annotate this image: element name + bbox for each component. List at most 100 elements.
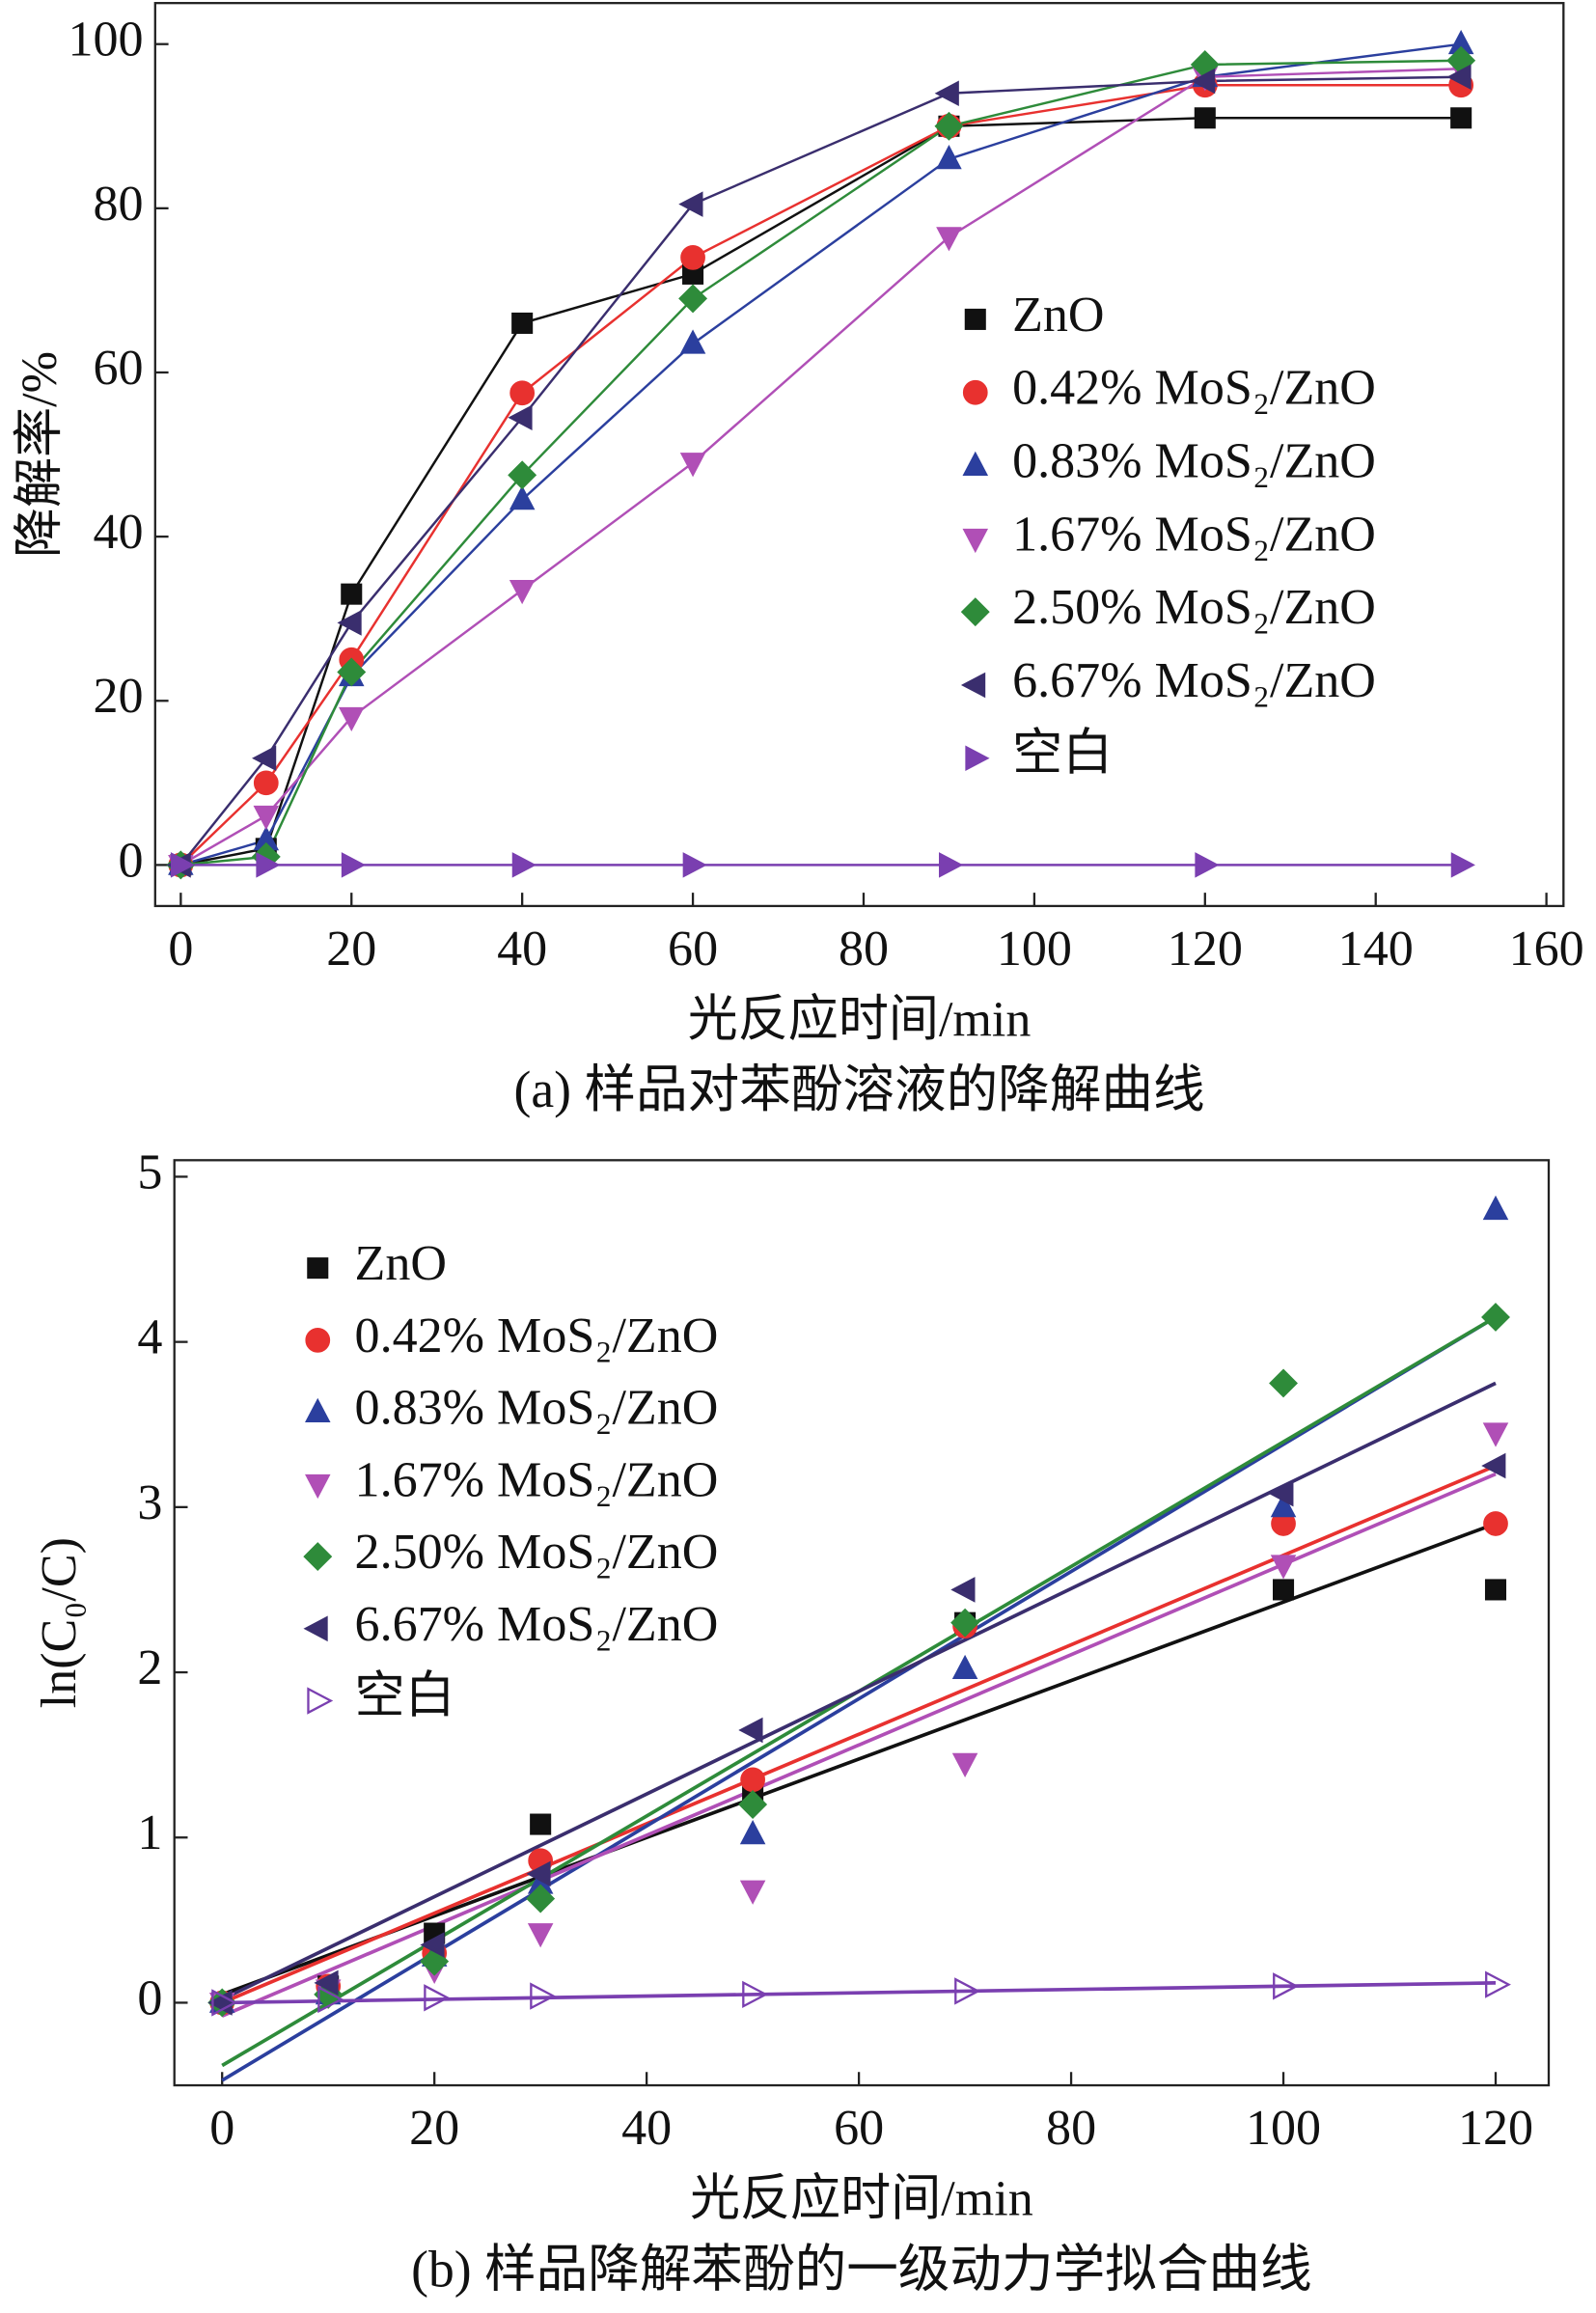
series-line <box>179 84 1462 867</box>
x-tick-label: 80 <box>1046 2101 1096 2156</box>
marker <box>508 404 533 431</box>
marker <box>1483 1511 1508 1536</box>
marker <box>679 453 706 478</box>
y-tick-label: 4 <box>137 1310 162 1365</box>
x-tick-label: 0 <box>209 2101 234 2156</box>
marker <box>738 1790 768 1819</box>
fit-line <box>221 1381 1497 2001</box>
series-line <box>180 117 1462 867</box>
legend-marker <box>965 745 990 772</box>
marker <box>1269 1480 1294 1507</box>
marker <box>508 460 537 490</box>
marker <box>740 1767 765 1793</box>
legend-marker <box>307 1687 334 1715</box>
y-tick-label: 20 <box>93 669 143 724</box>
x-tick-label: 80 <box>839 922 889 977</box>
legend-label: 0.83% MoS₂/ZnO <box>1012 433 1376 488</box>
legend-label: ZnO <box>355 1236 447 1291</box>
y-tick-label: 0 <box>119 833 144 888</box>
y-tick-label: 5 <box>137 1144 162 1199</box>
plot-frame <box>153 2 1565 908</box>
x-axis-label: 光反应时间/min <box>688 992 1032 1047</box>
marker <box>682 852 707 878</box>
legend-marker <box>303 1615 328 1642</box>
marker <box>1450 107 1472 129</box>
marker <box>1484 1579 1507 1601</box>
legend-marker <box>307 1257 329 1280</box>
marker <box>1270 1555 1297 1580</box>
x-tick-label: 100 <box>997 922 1072 977</box>
legend-marker <box>305 1473 331 1500</box>
marker <box>253 770 279 796</box>
marker <box>509 579 536 605</box>
marker <box>252 745 277 772</box>
marker <box>936 145 962 170</box>
marker <box>170 852 196 878</box>
marker <box>678 284 708 314</box>
marker <box>742 1980 769 2009</box>
legend-marker <box>305 1327 331 1353</box>
marker <box>1270 1493 1297 1518</box>
marker <box>936 227 962 252</box>
legend-marker <box>964 308 986 330</box>
marker <box>511 852 537 878</box>
plot-frame <box>173 1159 1551 2087</box>
marker <box>211 1989 238 2017</box>
series-line <box>180 59 1462 867</box>
marker <box>1482 1422 1509 1447</box>
marker <box>939 852 964 878</box>
marker <box>420 1932 445 1958</box>
x-axis-label: 光反应时间/min <box>690 2172 1033 2227</box>
marker <box>679 329 706 354</box>
marker <box>526 1860 551 1887</box>
marker <box>1273 1972 1299 2000</box>
marker <box>1485 1970 1511 1998</box>
x-tick-label: 20 <box>409 2101 459 2156</box>
x-tick-label: 120 <box>1168 922 1243 977</box>
x-tick-label: 120 <box>1458 2101 1533 2156</box>
marker <box>341 852 367 878</box>
fit-line <box>221 1522 1497 1996</box>
marker <box>530 1982 557 2010</box>
x-tick-label: 40 <box>621 2101 672 2156</box>
legend-marker <box>303 1542 333 1572</box>
legend-label: 0.42% MoS₂/ZnO <box>1012 361 1376 416</box>
legend-label: 空白 <box>1012 727 1113 782</box>
legend-label: 1.67% MoS₂/ZnO <box>355 1452 719 1507</box>
marker <box>256 852 281 878</box>
legend-marker <box>962 379 988 405</box>
marker <box>739 1820 766 1845</box>
x-tick-label: 140 <box>1338 922 1414 977</box>
y-tick-label: 3 <box>137 1475 162 1530</box>
legend-label: 1.67% MoS₂/ZnO <box>1012 507 1376 562</box>
series-line <box>180 42 1462 867</box>
legend-label: 0.42% MoS₂/ZnO <box>355 1308 719 1363</box>
marker <box>739 1880 766 1905</box>
legend-marker <box>962 451 989 476</box>
marker <box>951 1752 978 1777</box>
marker <box>934 111 964 141</box>
marker <box>954 1977 981 2005</box>
marker <box>1446 64 1472 91</box>
legend-marker <box>962 528 989 554</box>
marker <box>950 1608 980 1638</box>
x-tick-label: 60 <box>668 922 718 977</box>
marker <box>680 245 705 270</box>
legend-marker <box>960 672 986 699</box>
legend-marker <box>305 1397 331 1423</box>
legend-label: ZnO <box>1012 288 1104 343</box>
x-tick-label: 160 <box>1509 922 1584 977</box>
y-tick-label: 0 <box>137 1970 162 2025</box>
legend-marker <box>960 597 990 627</box>
x-tick-label: 20 <box>326 922 376 977</box>
y-tick-label: 80 <box>93 177 143 232</box>
y-axis-label: 降解率/% <box>13 351 68 558</box>
marker <box>424 1984 451 2012</box>
legend-label: 空白 <box>355 1668 455 1723</box>
marker <box>511 312 534 334</box>
marker <box>1191 68 1216 95</box>
y-tick-label: 40 <box>93 505 143 560</box>
marker <box>530 1813 552 1835</box>
legend-label: 0.83% MoS₂/ZnO <box>355 1381 719 1436</box>
